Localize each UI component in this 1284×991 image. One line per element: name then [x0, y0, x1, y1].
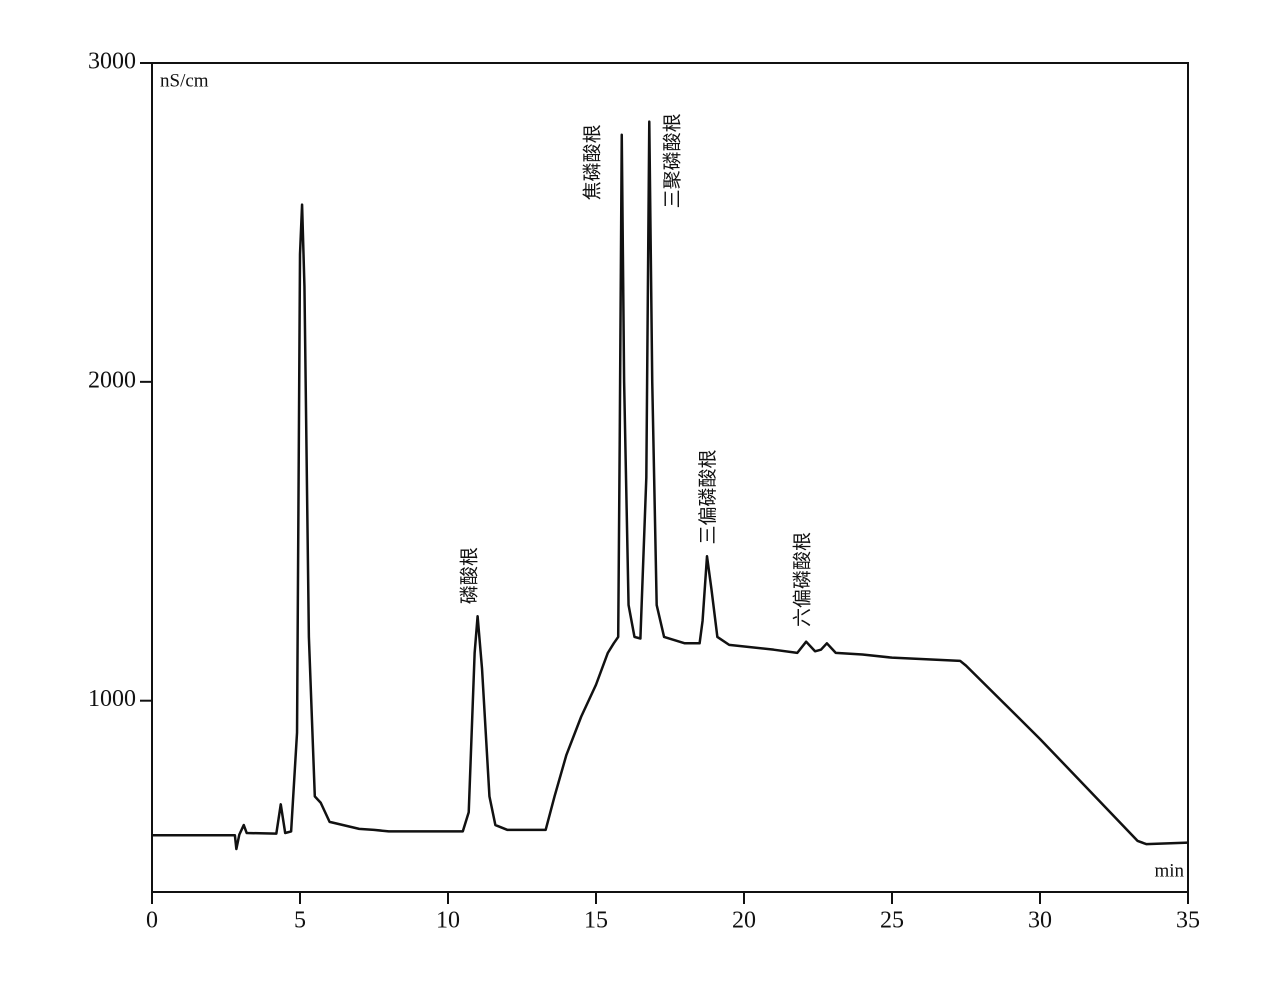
trace	[152, 120, 1189, 851]
x-tick-label: 35	[1176, 908, 1200, 934]
x-tick-label: 15	[584, 908, 608, 934]
x-axis-label: min	[1154, 860, 1184, 881]
peak-label: 六偏磷酸根	[792, 532, 814, 627]
x-tick-label: 25	[880, 908, 904, 934]
x-tick-label: 5	[294, 908, 306, 934]
peak-label: 三偏磷酸根	[697, 449, 719, 544]
y-tick-label: 3000	[88, 49, 136, 75]
x-tick-label: 0	[146, 908, 158, 934]
x-tick-label: 20	[732, 908, 756, 934]
y-tick-label: 1000	[88, 686, 136, 712]
x-tick-label: 10	[436, 908, 460, 934]
y-tick-label: 2000	[88, 367, 136, 393]
peak-label: 磷酸根	[459, 547, 481, 604]
plot-frame	[151, 62, 1189, 893]
peak-label: 焦磷酸根	[582, 124, 604, 200]
peak-label: 三聚磷酸根	[661, 113, 683, 208]
y-axis-label: nS/cm	[160, 70, 209, 91]
x-tick-label: 30	[1028, 908, 1052, 934]
